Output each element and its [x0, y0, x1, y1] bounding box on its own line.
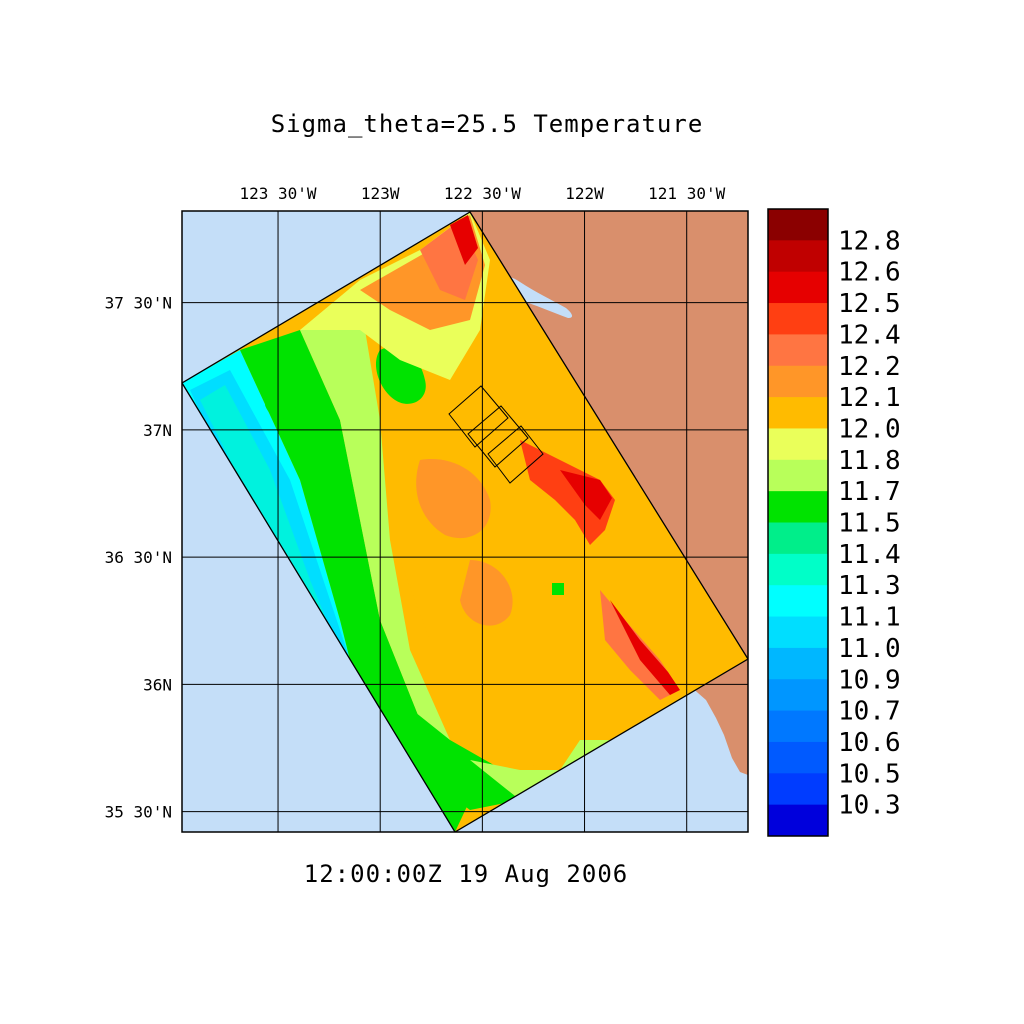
colorbar-label: 12.8: [838, 226, 901, 256]
colorbar-swatch: [768, 397, 828, 429]
colorbar-label: 12.4: [838, 320, 901, 350]
colorbar-label: 11.7: [838, 477, 901, 507]
colorbar-swatch: [768, 741, 828, 774]
colorbar-label: 12.0: [838, 414, 901, 444]
colorbar-swatch: [768, 522, 828, 555]
lon-tick-label: 123 30'W: [240, 184, 317, 203]
lon-tick-label: 123W: [361, 184, 400, 203]
nested-box-3: [487, 425, 544, 484]
domain-outline: [182, 211, 748, 832]
colorbar-swatch: [768, 271, 828, 304]
graticule: [182, 211, 748, 832]
timestamp: 12:00:00Z 19 Aug 2006: [304, 860, 628, 888]
nested-box-1: [448, 385, 509, 448]
colorbar-label: 11.0: [838, 634, 901, 664]
colorbar-label: 10.9: [838, 665, 901, 695]
map-panel: [182, 211, 748, 832]
colorbar-swatch: [768, 334, 828, 367]
colorbar-label: 11.4: [838, 540, 901, 570]
colorbar-swatch: [768, 240, 828, 273]
colorbar-label: 10.3: [838, 791, 901, 821]
colorbar-label: 12.5: [838, 289, 901, 319]
lon-tick-label: 121 30'W: [648, 184, 725, 203]
colorbar: 12.812.612.512.412.212.112.011.811.711.5…: [767, 208, 901, 837]
colorbar-swatch: [768, 459, 828, 492]
lon-tick-label: 122W: [565, 184, 604, 203]
map-title: Sigma_theta=25.5 Temperature: [271, 110, 704, 138]
colorbar-swatch: [768, 679, 828, 712]
nested-box-2: [467, 405, 529, 468]
lat-tick-label: 37 30'N: [105, 294, 172, 313]
colorbar-label: 12.1: [838, 383, 901, 413]
lat-tick-label: 35 30'N: [105, 803, 172, 822]
colorbar-label: 11.1: [838, 603, 901, 633]
colorbar-label: 10.5: [838, 759, 901, 789]
colorbar-frame: [767, 208, 829, 837]
colorbar-swatch: [768, 773, 828, 806]
lat-tick-label: 36 30'N: [105, 548, 172, 567]
lon-tick-label: 122 30'W: [444, 184, 521, 203]
colorbar-swatch: [768, 553, 828, 586]
colorbar-label: 11.8: [838, 446, 901, 476]
colorbar-label: 11.3: [838, 571, 901, 601]
colorbar-swatch: [768, 303, 828, 335]
colorbar-swatch: [768, 209, 828, 241]
colorbar-swatch: [768, 710, 828, 743]
lat-tick-label: 36N: [143, 675, 172, 694]
colorbar-label: 10.6: [838, 728, 901, 758]
colorbar-swatch: [768, 491, 828, 523]
map-frame: [181, 210, 749, 833]
colorbar-swatch: [768, 365, 828, 398]
colorbar-swatch: [768, 616, 828, 649]
colorbar-label: 11.5: [838, 509, 901, 539]
colorbar-swatch: [768, 585, 828, 618]
colorbar-swatch: [768, 804, 828, 837]
colorbar-swatch: [768, 647, 828, 680]
lon-tick-labels: 123 30'W 123W 122 30'W 122W 121 30'W: [240, 184, 726, 203]
colorbar-label: 12.6: [838, 258, 901, 288]
lat-tick-label: 37N: [143, 421, 172, 440]
colorbar-swatch: [768, 428, 828, 461]
lat-tick-labels: 37 30'N 37N 36 30'N 36N 35 30'N: [105, 294, 172, 822]
colorbar-label: 12.2: [838, 352, 901, 382]
colorbar-label: 10.7: [838, 697, 901, 727]
